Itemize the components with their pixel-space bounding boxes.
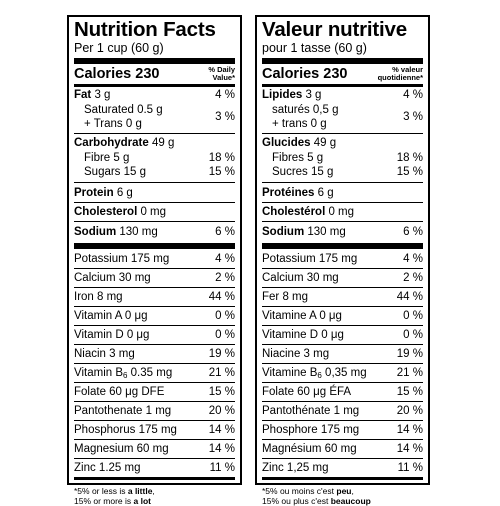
protein-row: Protéines 6 g (262, 182, 423, 202)
calories-row: Calories 230 % valeur quotidienne* (262, 64, 423, 84)
medium-divider (74, 84, 235, 87)
panel-title: Valeur nutritive (262, 18, 407, 41)
list-item: Vitamin D 0 μg 0 % (74, 325, 235, 344)
nutrition-facts-panel-fr: Valeur nutritive pour 1 tasse (60 g) Cal… (255, 15, 430, 506)
fat-amount: 3 g (94, 89, 111, 101)
thick-divider (74, 58, 235, 64)
fibre-label: Fibres 5 g (272, 152, 324, 164)
list-item: Zinc 1.25 mg 11 % (74, 458, 235, 477)
protein-amount: 6 g (116, 187, 133, 199)
protein-label: Protéines (262, 187, 315, 199)
fibre-label: Fibre 5 g (84, 152, 130, 164)
minerals-list: Potassium 175 mg 4 % Calcium 30 mg 2 % Iro… (74, 249, 235, 477)
medium-divider (262, 477, 423, 480)
sat-trans-dv: 3 % (215, 111, 235, 123)
footnote: *5% or less is a little, 15% or more is … (74, 486, 155, 506)
cholesterol-row: Cholesterol 0 mg (74, 202, 235, 221)
saturated-label: saturés 0,5 g (272, 104, 339, 116)
serving-size: Per 1 cup (60 g) (74, 41, 164, 55)
list-item: Niacin 3 mg 19 % (74, 344, 235, 363)
sodium-row: Sodium 130 mg 6 % (262, 221, 423, 243)
medium-divider (74, 477, 235, 480)
list-item: Vitamine B6 0,35 mg 21 % (262, 363, 423, 382)
fat-row: Fat 3 g 4 % Saturated 0.5 g + Trans 0 g 3… (74, 87, 235, 133)
sodium-amount: 130 mg (307, 226, 346, 238)
thick-divider (262, 58, 423, 64)
cholesterol-row: Cholestérol 0 mg (262, 202, 423, 221)
list-item: Calcium 30 mg 2 % (262, 268, 423, 287)
sodium-row: Sodium 130 mg 6 % (74, 221, 235, 243)
cholesterol-label: Cholestérol (262, 206, 326, 218)
saturated-label: Saturated 0.5 g (84, 104, 163, 116)
daily-value-header: % valeur quotidienne* (377, 65, 423, 82)
list-item: Phosphorus 175 mg 14 % (74, 420, 235, 439)
medium-divider (262, 84, 423, 87)
list-item: Vitamin A 0 μg 0 % (74, 306, 235, 325)
thick-divider (74, 243, 235, 249)
protein-amount: 6 g (317, 187, 334, 199)
serving-size: pour 1 tasse (60 g) (262, 41, 367, 55)
list-item: Calcium 30 mg 2 % (74, 268, 235, 287)
fat-label: Fat (74, 89, 92, 101)
list-item: Folate 60 μg ÉFA 15 % (262, 382, 423, 401)
list-item: Magnésium 60 mg 14 % (262, 439, 423, 458)
list-item: Pantothenate 1 mg 20 % (74, 401, 235, 420)
minerals-list: Potassium 175 mg 4 % Calcium 30 mg 2 % Fer… (262, 249, 423, 477)
calories-row: Calories 230 % Daily Value* (74, 64, 235, 84)
carbohydrate-row: Glucides 49 g Fibres 5 g Sucres 15 g 18 %… (262, 133, 423, 182)
carbohydrate-label: Glucides (262, 137, 311, 149)
carbohydrate-label: Carbohydrate (74, 137, 149, 149)
cholesterol-amount: 0 mg (328, 206, 355, 218)
sugars-dv: 15 % (396, 166, 423, 178)
trans-label: + Trans 0 g (84, 118, 142, 130)
sugars-label: Sugars 15 g (84, 166, 147, 178)
protein-row: Protein 6 g (74, 182, 235, 202)
list-item: Iron 8 mg 44 % (74, 287, 235, 306)
fat-row: Lipides 3 g 4 % saturés 0,5 g + trans 0 g… (262, 87, 423, 133)
list-item: Fer 8 mg 44 % (262, 287, 423, 306)
list-item: Magnesium 60 mg 14 % (74, 439, 235, 458)
protein-label: Protein (74, 187, 114, 199)
sat-trans-dv: 3 % (403, 111, 423, 123)
carbohydrate-amount: 49 g (313, 137, 337, 149)
panel-title: Nutrition Facts (74, 18, 216, 41)
calories-label: Calories 230 (262, 66, 348, 82)
footnote: *5% ou moins c'est peu, 15% ou plus c'es… (262, 486, 371, 506)
thick-divider (262, 243, 423, 249)
list-item: Zinc 1,25 mg 11 % (262, 458, 423, 477)
nutrition-facts-panel-en: Nutrition Facts Per 1 cup (60 g) Calorie… (67, 15, 242, 506)
carbohydrate-row: Carbohydrate 49 g Fibre 5 g Sugars 15 g 1… (74, 133, 235, 182)
fat-dv: 4 % (403, 89, 423, 101)
fat-amount: 3 g (305, 89, 322, 101)
list-item: Folate 60 μg DFE 15 % (74, 382, 235, 401)
fat-dv: 4 % (215, 89, 235, 101)
list-item: Phosphore 175 mg 14 % (262, 420, 423, 439)
sodium-amount: 130 mg (119, 226, 158, 238)
cholesterol-amount: 0 mg (140, 206, 167, 218)
list-item: Vitamine A 0 μg 0 % (262, 306, 423, 325)
fibre-dv: 18 % (396, 152, 423, 164)
fibre-dv: 18 % (208, 152, 235, 164)
cholesterol-label: Cholesterol (74, 206, 138, 218)
sugars-dv: 15 % (208, 166, 235, 178)
list-item: Pantothénate 1 mg 20 % (262, 401, 423, 420)
sodium-dv: 6 % (403, 226, 423, 238)
carbohydrate-amount: 49 g (151, 137, 175, 149)
list-item: Potassium 175 mg 4 % (74, 253, 235, 265)
fat-label: Lipides (262, 89, 303, 101)
list-item: Niacine 3 mg 19 % (262, 344, 423, 363)
list-item: Vitamin B6 0.35 mg 21 % (74, 363, 235, 382)
list-item: Vitamine D 0 μg 0 % (262, 325, 423, 344)
daily-value-header: % Daily Value* (208, 65, 235, 82)
sugars-label: Sucres 15 g (272, 166, 334, 178)
sodium-label: Sodium (74, 226, 117, 238)
sodium-dv: 6 % (215, 226, 235, 238)
list-item: Potassium 175 mg 4 % (262, 253, 423, 265)
calories-label: Calories 230 (74, 66, 160, 82)
sodium-label: Sodium (262, 226, 305, 238)
trans-label: + trans 0 g (272, 118, 327, 130)
